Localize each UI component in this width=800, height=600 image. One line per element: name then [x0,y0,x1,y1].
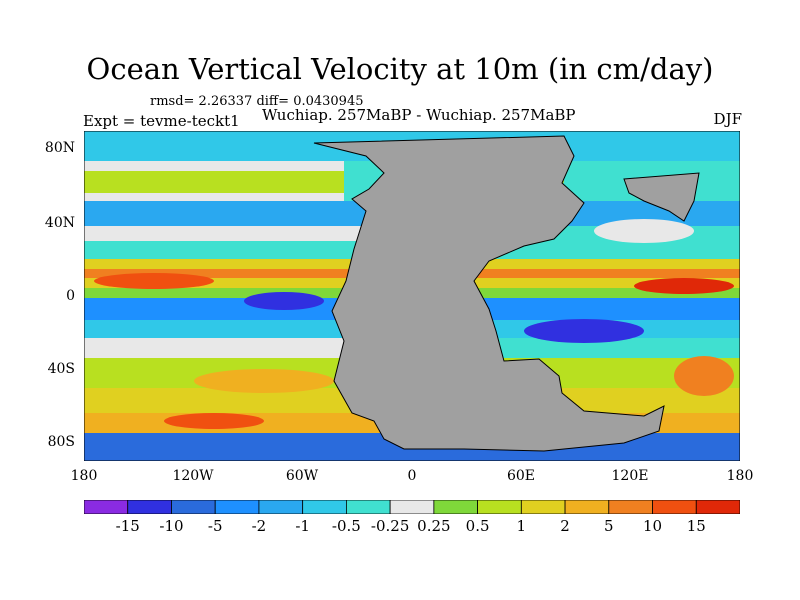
colorbar-tick-label: -1 [295,517,310,535]
colorbar-tick-label: -15 [115,517,140,535]
colorbar-tick-label: -2 [251,517,267,535]
colorbar-swatch [84,500,129,514]
lon-label-120w: 120W [172,468,214,484]
lon-label-0: 0 [407,468,417,484]
colorbar-tick-label: 2 [560,517,570,535]
colorbar-swatch [389,500,435,514]
lon-label-180w: 180 [70,468,98,484]
colorbar-swatch [345,500,391,514]
colorbar-swatch [520,500,566,514]
experiment-label: Expt = tevme-teckt1 [83,112,240,130]
map-plot [84,131,740,461]
lat-label-80s: 80S [47,434,75,450]
colorbar-tick-label: -0.25 [370,517,410,535]
colorbar-swatch [302,500,347,514]
colorbar-tick-label: 10 [642,517,663,535]
colorbar-swatch [564,500,610,514]
subtitle: Wuchiap. 257MaBP - Wuchiap. 257MaBP [262,106,576,124]
lat-label-80n: 80N [44,140,75,156]
colorbar-swatch [127,500,172,514]
colorbar-tick-label: 5 [604,517,614,535]
colorbar-tick-label: 1 [516,517,527,535]
lat-label-40n: 40N [44,215,75,231]
colorbar-tick-label: 0.5 [465,517,490,535]
lat-label-0: 0 [66,288,75,304]
plot-title: Ocean Vertical Velocity at 10m (in cm/da… [86,52,714,86]
island-east [623,172,700,222]
colorbar-swatch [214,500,260,514]
colorbar-tick-label: -5 [207,517,223,535]
colorbar-swatch [433,500,479,514]
stats-label: rmsd= 2.26337 diff= 0.0430945 [150,94,364,109]
lon-label-180e: 180 [726,468,754,484]
continent-pangea [313,135,665,452]
colorbar-tick-label: -10 [159,517,184,535]
colorbar-swatch [171,500,216,514]
colorbar-tick-label: -0.5 [331,517,361,535]
lat-label-40s: 40S [47,361,75,377]
colorbar [84,500,740,514]
colorbar-swatch [608,500,653,514]
lon-label-60w: 60W [285,468,319,484]
colorbar-tick-label: 0.25 [417,517,451,535]
colorbar-swatch [258,500,304,514]
colorbar-swatch [477,500,522,514]
colorbar-swatch [652,500,697,514]
colorbar-tick-label: 15 [686,517,706,535]
lon-label-120e: 120E [611,468,649,484]
season-label: DJF [713,110,742,128]
lon-label-60e: 60E [506,468,536,484]
colorbar-swatch [695,500,740,514]
